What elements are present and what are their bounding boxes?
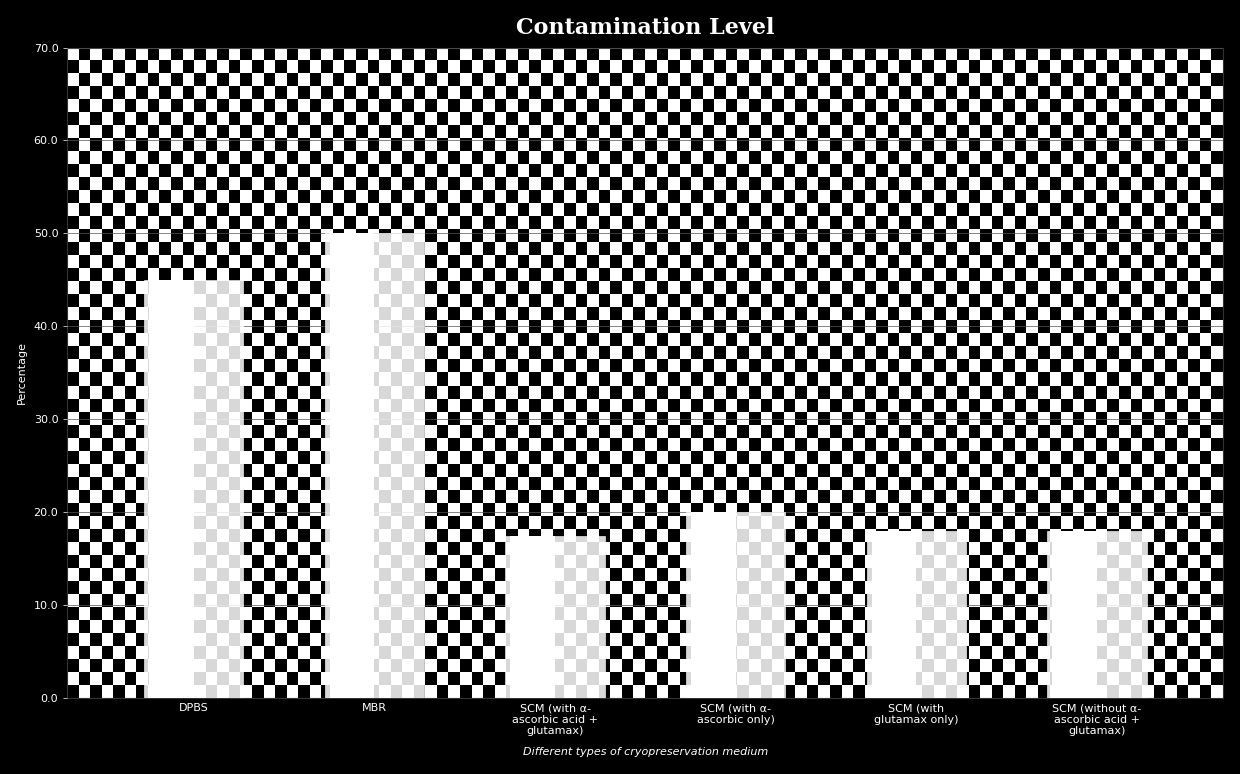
- Y-axis label: Percentage: Percentage: [16, 341, 27, 404]
- Bar: [872, 531, 916, 698]
- Bar: [149, 280, 193, 698]
- Bar: [144, 280, 243, 698]
- Bar: [1053, 531, 1097, 698]
- Bar: [686, 512, 785, 698]
- X-axis label: Different types of cryopreservation medium: Different types of cryopreservation medi…: [523, 748, 768, 757]
- Bar: [691, 512, 735, 698]
- Bar: [867, 531, 966, 698]
- Bar: [330, 234, 374, 698]
- Bar: [1048, 531, 1147, 698]
- Bar: [511, 536, 556, 698]
- Bar: [325, 234, 424, 698]
- Bar: [506, 536, 605, 698]
- Title: Contamination Level: Contamination Level: [516, 17, 775, 39]
